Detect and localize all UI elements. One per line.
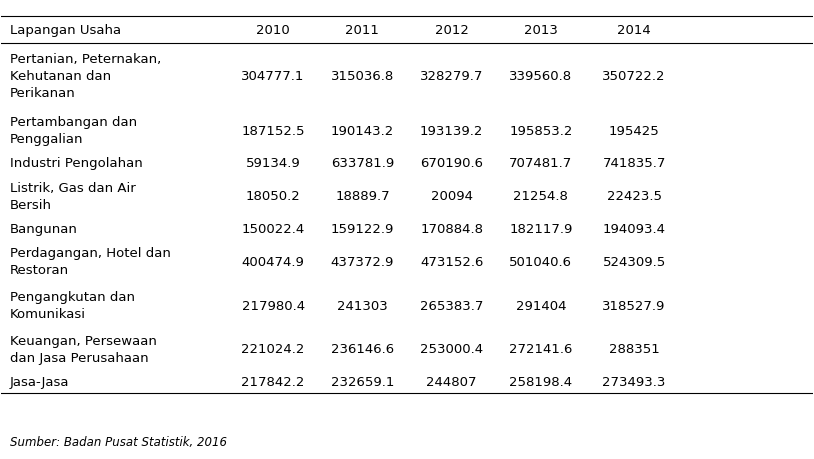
Text: 20094: 20094 <box>431 190 473 203</box>
Text: 195853.2: 195853.2 <box>510 124 572 137</box>
Text: Listrik, Gas dan Air
Bersih: Listrik, Gas dan Air Bersih <box>10 181 135 211</box>
Text: 437372.9: 437372.9 <box>330 255 394 268</box>
Text: 241303: 241303 <box>337 299 387 312</box>
Text: 291404: 291404 <box>515 299 566 312</box>
Text: Bangunan: Bangunan <box>10 223 77 235</box>
Text: 18050.2: 18050.2 <box>246 190 300 203</box>
Text: 253000.4: 253000.4 <box>420 342 484 356</box>
Text: 217980.4: 217980.4 <box>242 299 304 312</box>
Text: 244807: 244807 <box>427 375 477 388</box>
Text: Lapangan Usaha: Lapangan Usaha <box>10 24 120 37</box>
Text: 318527.9: 318527.9 <box>602 299 666 312</box>
Text: Keuangan, Persewaan
dan Jasa Perusahaan: Keuangan, Persewaan dan Jasa Perusahaan <box>10 334 156 364</box>
Text: 328279.7: 328279.7 <box>420 70 484 83</box>
Text: 707481.7: 707481.7 <box>510 157 572 170</box>
Text: Pengangkutan dan
Komunikasi: Pengangkutan dan Komunikasi <box>10 291 134 320</box>
Text: Jasa-Jasa: Jasa-Jasa <box>10 375 69 388</box>
Text: 221024.2: 221024.2 <box>242 342 304 356</box>
Text: 217842.2: 217842.2 <box>242 375 304 388</box>
Text: 182117.9: 182117.9 <box>510 223 572 235</box>
Text: 21254.8: 21254.8 <box>514 190 568 203</box>
Text: 150022.4: 150022.4 <box>242 223 304 235</box>
Text: 633781.9: 633781.9 <box>330 157 394 170</box>
Text: 193139.2: 193139.2 <box>420 124 484 137</box>
Text: 400474.9: 400474.9 <box>242 255 304 268</box>
Text: 195425: 195425 <box>609 124 659 137</box>
Text: 2013: 2013 <box>524 24 558 37</box>
Text: 187152.5: 187152.5 <box>242 124 305 137</box>
Text: Sumber: Badan Pusat Statistik, 2016: Sumber: Badan Pusat Statistik, 2016 <box>10 436 226 448</box>
Text: 2014: 2014 <box>617 24 651 37</box>
Text: 350722.2: 350722.2 <box>602 70 666 83</box>
Text: 159122.9: 159122.9 <box>330 223 394 235</box>
Text: 194093.4: 194093.4 <box>602 223 666 235</box>
Text: 272141.6: 272141.6 <box>510 342 572 356</box>
Text: 2010: 2010 <box>256 24 290 37</box>
Text: 288351: 288351 <box>609 342 659 356</box>
Text: Pertambangan dan
Penggalian: Pertambangan dan Penggalian <box>10 116 137 146</box>
Text: 315036.8: 315036.8 <box>330 70 394 83</box>
Text: 670190.6: 670190.6 <box>420 157 484 170</box>
Text: 22423.5: 22423.5 <box>606 190 662 203</box>
Text: 2011: 2011 <box>345 24 379 37</box>
Text: Industri Pengolahan: Industri Pengolahan <box>10 157 142 170</box>
Text: Pertanian, Peternakan,
Kehutanan dan
Perikanan: Pertanian, Peternakan, Kehutanan dan Per… <box>10 53 160 100</box>
Text: 265383.7: 265383.7 <box>420 299 484 312</box>
Text: 473152.6: 473152.6 <box>420 255 484 268</box>
Text: 59134.9: 59134.9 <box>246 157 300 170</box>
Text: Perdagangan, Hotel dan
Restoran: Perdagangan, Hotel dan Restoran <box>10 247 170 277</box>
Text: 304777.1: 304777.1 <box>242 70 304 83</box>
Text: 524309.5: 524309.5 <box>602 255 666 268</box>
Text: 741835.7: 741835.7 <box>602 157 666 170</box>
Text: 2012: 2012 <box>435 24 469 37</box>
Text: 170884.8: 170884.8 <box>420 223 484 235</box>
Text: 236146.6: 236146.6 <box>330 342 394 356</box>
Text: 258198.4: 258198.4 <box>510 375 572 388</box>
Text: 273493.3: 273493.3 <box>602 375 666 388</box>
Text: 190143.2: 190143.2 <box>330 124 394 137</box>
Text: 18889.7: 18889.7 <box>335 190 390 203</box>
Text: 232659.1: 232659.1 <box>330 375 394 388</box>
Text: 501040.6: 501040.6 <box>510 255 572 268</box>
Text: 339560.8: 339560.8 <box>510 70 572 83</box>
